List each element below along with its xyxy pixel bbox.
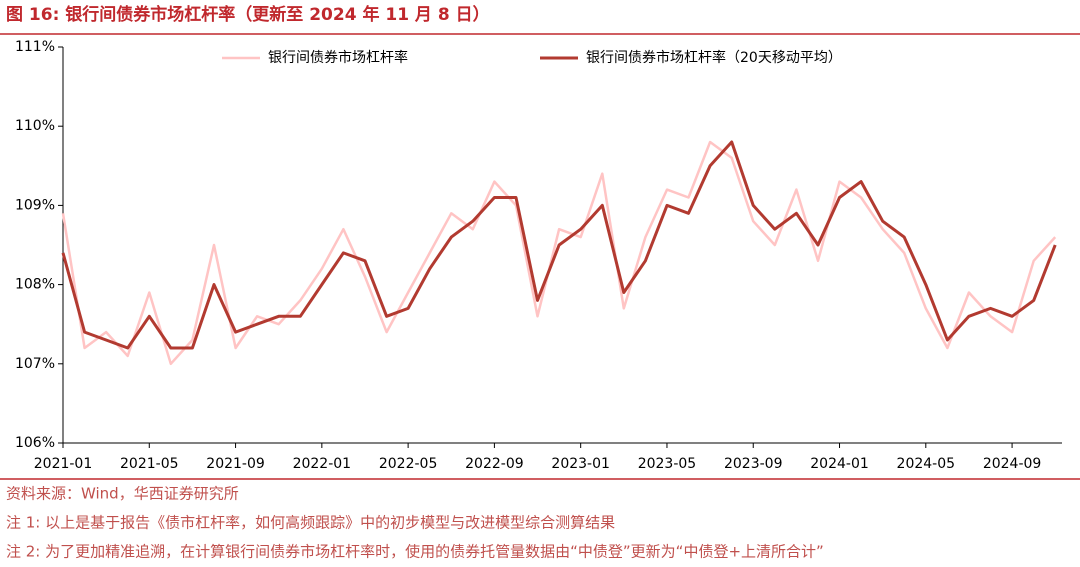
- x-tick-label: 2021-01: [34, 456, 93, 472]
- x-tick-label: 2021-05: [120, 456, 179, 472]
- x-tick-label: 2022-01: [293, 456, 352, 472]
- y-tick-label: 107%: [15, 356, 55, 372]
- x-tick-label: 2024-05: [897, 456, 956, 472]
- footnote: 注 1: 以上是基于报告《债市杠杆率，如何高频跟踪》中的初步模型与改进模型综合测…: [6, 514, 615, 532]
- legend-label: 银行间债券市场杠杆率（20天移动平均）: [586, 49, 842, 66]
- y-tick-label: 109%: [15, 197, 55, 213]
- y-tick-label: 110%: [15, 118, 55, 134]
- x-tick-label: 2021-09: [206, 456, 265, 472]
- x-tick-label: 2022-05: [379, 456, 438, 472]
- legend-label: 银行间债券市场杠杆率: [268, 49, 408, 66]
- y-tick-label: 106%: [15, 435, 55, 451]
- x-tick-label: 2022-09: [465, 456, 524, 472]
- series-line: [61, 140, 1057, 366]
- source-note: 资料来源：Wind，华西证券研究所: [6, 485, 239, 503]
- y-tick-label: 108%: [15, 277, 55, 293]
- x-tick-label: 2023-01: [551, 456, 610, 472]
- footnote: 注 2: 为了更加精准追溯，在计算银行间债券市场杠杆率时，使用的债券托管量数据由…: [6, 543, 824, 561]
- x-tick-label: 2024-09: [983, 456, 1042, 472]
- series-line: [61, 140, 1057, 350]
- x-tick-label: 2023-09: [724, 456, 783, 472]
- chart-title: 图 16: 银行间债券市场杠杆率（更新至 2024 年 11 月 8 日）: [6, 4, 490, 25]
- x-tick-label: 2024-01: [810, 456, 869, 472]
- x-tick-label: 2023-05: [638, 456, 697, 472]
- y-tick-label: 111%: [15, 39, 55, 55]
